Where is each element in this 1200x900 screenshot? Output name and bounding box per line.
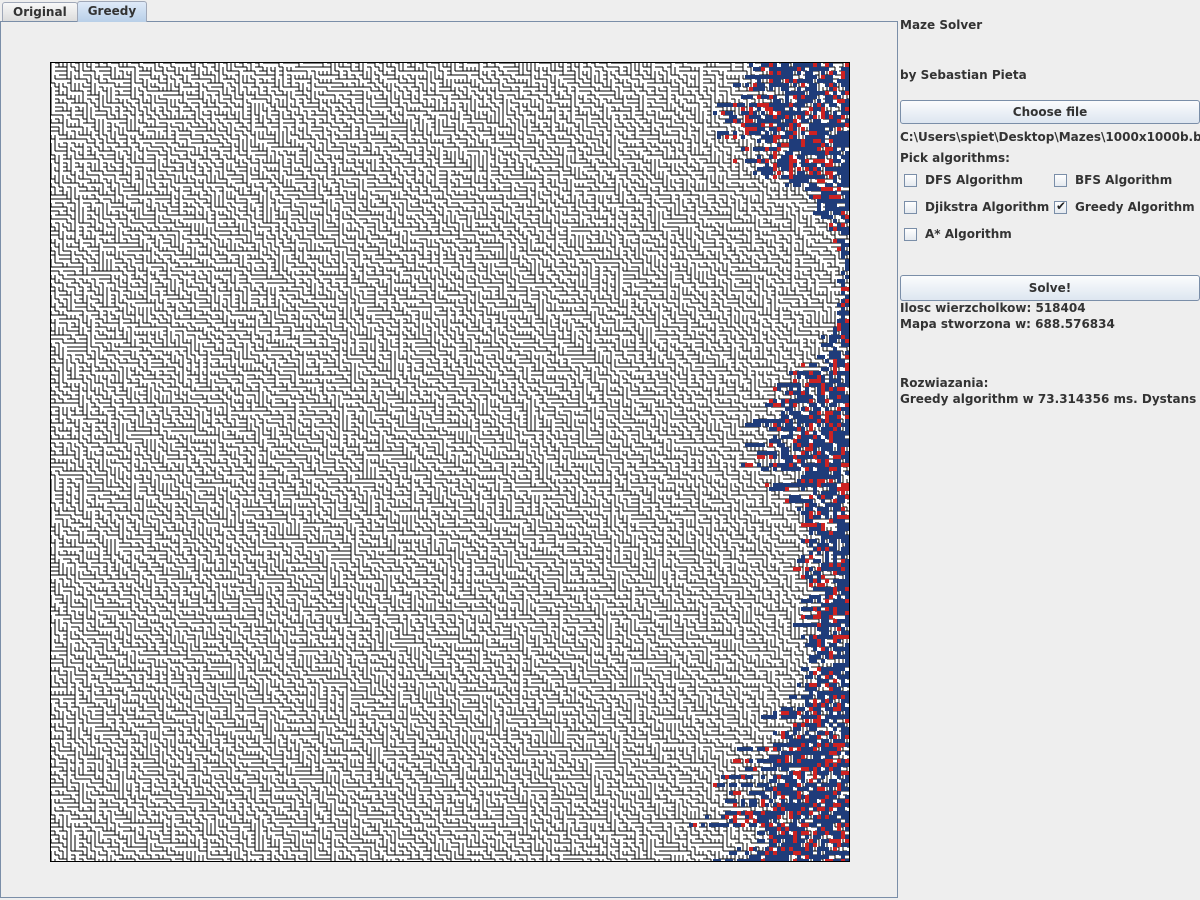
checkbox-box[interactable]: ✔: [1054, 198, 1067, 214]
maze-image: [50, 62, 850, 862]
maze-floor: [51, 63, 849, 861]
solutions-heading: Rozwiazania:: [900, 376, 989, 390]
greedy-checkbox[interactable]: ✔ Greedy Algorithm: [1054, 199, 1195, 215]
dfs-label: DFS Algorithm: [925, 173, 1024, 187]
check-mark-icon: ✔: [1056, 198, 1067, 213]
checkbox-box[interactable]: [904, 173, 917, 187]
choose-file-button[interactable]: Choose file: [900, 100, 1200, 124]
pick-algorithms-label: Pick algorithms:: [900, 151, 1010, 165]
explored-area: [689, 63, 849, 861]
djikstra-label: Djikstra Algorithm: [925, 200, 1050, 214]
vertex-count-label: Ilosc wierzcholkow: 518404: [900, 301, 1086, 315]
checkbox-box[interactable]: [1054, 173, 1067, 187]
maze-walls: [51, 63, 849, 861]
bfs-checkbox[interactable]: BFS Algorithm: [1054, 172, 1172, 188]
map-time-label: Mapa stworzona w: 688.576834: [900, 317, 1115, 331]
explored-cells: [689, 63, 849, 861]
author-label: by Sebastian Pieta: [900, 68, 1027, 82]
checkbox-box[interactable]: [904, 227, 917, 241]
path-segments: [693, 63, 849, 861]
app-title: Maze Solver: [900, 18, 983, 32]
file-path-label: C:\Users\spiet\Desktop\Mazes\1000x1000b.…: [900, 130, 1200, 144]
greedy-label: Greedy Algorithm: [1075, 200, 1195, 214]
djikstra-checkbox[interactable]: Djikstra Algorithm: [904, 199, 1049, 215]
solution-path: [693, 63, 849, 861]
checkbox-box[interactable]: [904, 200, 917, 214]
tab-bar: Original Greedy: [2, 1, 148, 22]
astar-label: A* Algorithm: [925, 227, 1012, 241]
maze-canvas: [51, 63, 849, 861]
solve-button[interactable]: Solve!: [900, 275, 1200, 301]
tab-original[interactable]: Original: [2, 2, 78, 21]
greedy-result-label: Greedy algorithm w 73.314356 ms. Dystans…: [900, 392, 1200, 406]
maze-view-panel: [0, 21, 898, 898]
control-panel: Maze Solver by Sebastian Pieta Choose fi…: [900, 0, 1200, 900]
dfs-checkbox[interactable]: DFS Algorithm: [904, 172, 1023, 188]
astar-checkbox[interactable]: A* Algorithm: [904, 226, 1012, 242]
bfs-label: BFS Algorithm: [1075, 173, 1173, 187]
tab-greedy[interactable]: Greedy: [76, 1, 148, 22]
